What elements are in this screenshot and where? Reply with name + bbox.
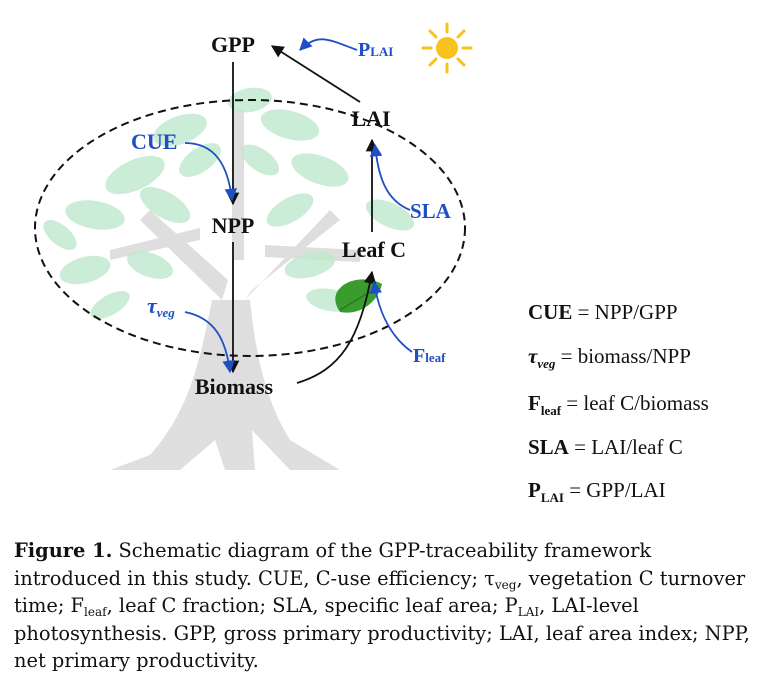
ecosystem-boundary (34, 99, 466, 357)
node-npp: NPP (212, 213, 255, 238)
arrow-plai (299, 37, 358, 51)
node-lai: LAI (351, 106, 390, 131)
definition-tau: τveg = biomass/NPP (528, 344, 691, 371)
node-biomass: Biomass (195, 374, 274, 399)
definition-sla: SLA = LAI/leaf C (528, 435, 683, 459)
diagram: GPP LAI NPP Leaf C Biomass PLAI CUE SLA … (34, 22, 473, 470)
arrow-tau (184, 311, 235, 374)
arrow-lai-gpp (270, 45, 361, 103)
definition-plai: PLAI = GPP/LAI (528, 478, 666, 505)
factor-sla: SLA (410, 199, 452, 223)
sun-icon (421, 22, 473, 74)
arrow-cue (184, 142, 237, 202)
factor-plai: PLAI (358, 39, 393, 61)
factor-tau: τveg (147, 293, 175, 320)
caption-label: Figure 1. (14, 539, 113, 562)
arrow-biomass-leafc (296, 270, 377, 384)
figure-caption: Figure 1. Schematic diagram of the GPP-t… (14, 539, 750, 672)
factor-cue: CUE (131, 129, 177, 154)
node-gpp: GPP (211, 32, 255, 57)
node-leaf-c: Leaf C (342, 237, 406, 262)
arrow-fleaf (369, 280, 413, 353)
definition-cue: CUE = NPP/GPP (528, 300, 678, 324)
tree-illustration (43, 87, 415, 470)
definition-fleaf: Fleaf = leaf C/biomass (528, 391, 709, 418)
factor-fleaf: Fleaf (413, 345, 446, 367)
arrow-sla (369, 143, 411, 211)
